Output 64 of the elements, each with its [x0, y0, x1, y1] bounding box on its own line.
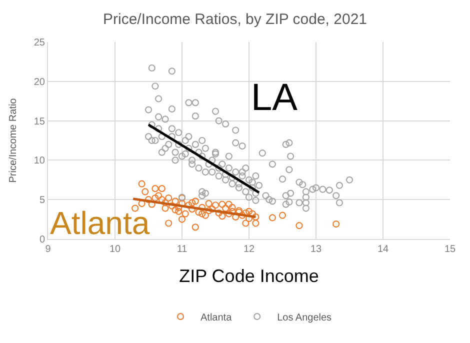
point: [138, 180, 146, 188]
point: [165, 194, 172, 202]
x-axis-title: ZIP Code Income: [179, 266, 319, 286]
point: [158, 185, 166, 192]
point: [252, 213, 260, 220]
point: [245, 208, 253, 215]
point: [228, 204, 236, 212]
point: [218, 200, 226, 208]
point: [225, 200, 232, 208]
point: [192, 224, 199, 231]
point: [215, 209, 222, 217]
point: [225, 210, 232, 218]
point: [212, 202, 220, 209]
point: [205, 200, 212, 208]
point: [162, 204, 169, 212]
point: [172, 206, 179, 214]
point: [152, 194, 159, 202]
point: [142, 188, 149, 196]
y-tick-label: 20: [34, 76, 46, 88]
point: [195, 208, 202, 216]
chart-title: Price/Income Ratios, by ZIP code, 2021: [102, 11, 368, 28]
point: [205, 207, 212, 214]
point: [178, 216, 186, 223]
point: [158, 196, 166, 204]
x-tick-label: 12: [243, 244, 255, 255]
legend-label: Atlanta: [200, 312, 232, 324]
point: [252, 220, 260, 227]
y-tick-label: 0: [39, 234, 46, 246]
point: [168, 202, 176, 210]
x-tick-label: 11: [176, 244, 188, 255]
point: [165, 220, 172, 227]
y-tick-label: 5: [39, 195, 46, 206]
y-tick-label: 25: [34, 38, 46, 48]
y-tick-label: 10: [34, 156, 46, 167]
point: [144, 196, 152, 204]
point: [296, 222, 303, 230]
x-tick-label: 9: [45, 244, 52, 255]
point: [222, 204, 230, 212]
legend-label: Los Angeles: [277, 312, 332, 324]
point: [172, 198, 179, 205]
x-tick-label: 15: [444, 244, 456, 255]
point: [218, 212, 226, 220]
annotation: LA: [251, 77, 298, 119]
point: [198, 210, 206, 218]
x-tick-label: 13: [310, 244, 322, 255]
point: [155, 192, 162, 200]
point: [192, 198, 199, 205]
point: [242, 220, 250, 227]
point: [182, 210, 189, 218]
point: [238, 212, 246, 219]
y-axis-title: Price/Income Ratio: [8, 98, 19, 183]
point: [152, 185, 159, 192]
point: [202, 212, 209, 219]
point: [175, 208, 182, 215]
x-tick-label: 14: [377, 244, 389, 255]
point: [188, 206, 196, 213]
point: [188, 199, 196, 206]
point: [332, 220, 340, 228]
point: [278, 212, 286, 219]
point: [198, 204, 206, 212]
y-tick-label: 15: [34, 116, 46, 128]
point: [268, 214, 276, 222]
x-tick-label: 10: [109, 244, 121, 255]
annotation: Atlanta: [50, 205, 150, 241]
